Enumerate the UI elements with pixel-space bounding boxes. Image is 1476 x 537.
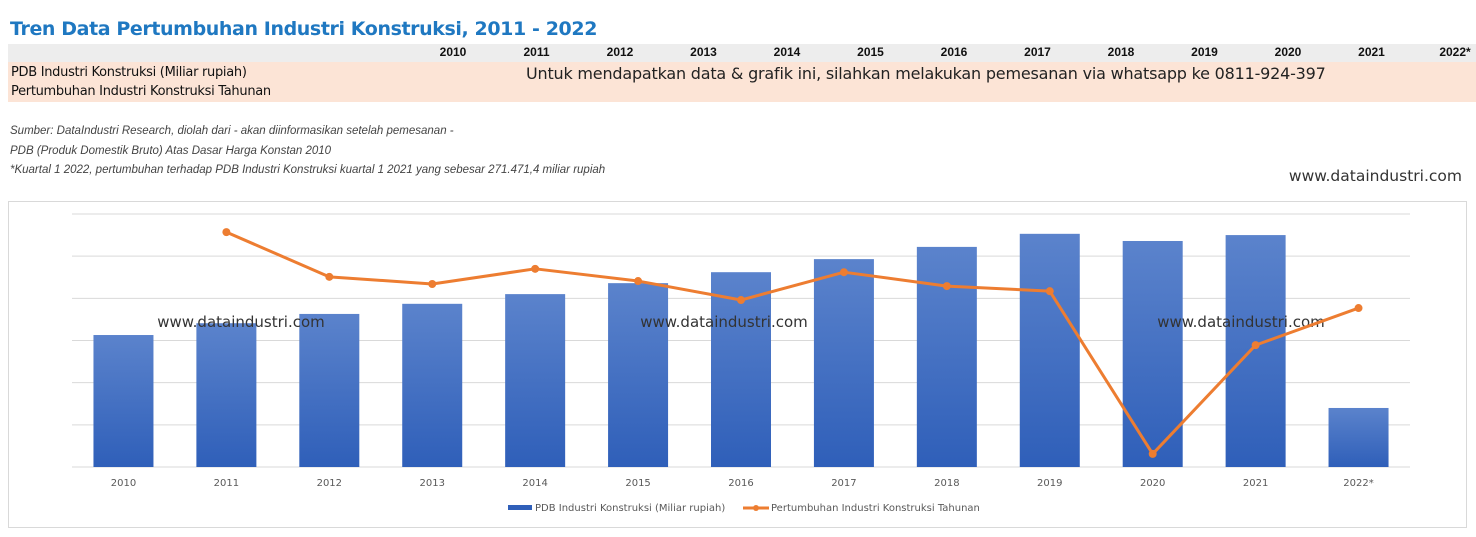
row-label-growth: Pertumbuhan Industri Konstruksi Tahunan — [11, 84, 271, 99]
order-message: Untuk mendapatkan data & grafik ini, sil… — [526, 64, 1326, 83]
line-point-growth — [428, 279, 437, 288]
x-tick-label: 2022* — [1343, 478, 1373, 489]
table-header-year: 2012 — [606, 45, 634, 59]
line-point-growth — [1148, 449, 1157, 458]
bar-pdb — [813, 259, 874, 467]
legend-marker — [753, 505, 759, 511]
table-header-year: 2018 — [1107, 45, 1135, 59]
table-header-year: 2011 — [523, 45, 550, 59]
x-tick-label: 2020 — [1140, 478, 1165, 489]
note-pdb: PDB (Produk Domestik Bruto) Atas Dasar H… — [10, 144, 332, 157]
bar-pdb — [93, 335, 154, 467]
x-tick-label: 2016 — [728, 478, 753, 489]
bar-pdb — [196, 323, 257, 467]
bar-pdb — [608, 283, 669, 467]
bar-pdb — [1122, 240, 1183, 467]
line-point-growth — [1045, 287, 1054, 296]
bar-pdb — [299, 313, 360, 467]
legend-label-pdb: PDB Industri Konstruksi (Miliar rupiah) — [535, 503, 725, 514]
table-header-year: 2022* — [1439, 45, 1471, 59]
table-header-year: 2017 — [1024, 45, 1051, 59]
x-tick-label: 2021 — [1243, 478, 1268, 489]
x-tick-label: 2017 — [831, 478, 856, 489]
legend-label-growth: Pertumbuhan Industri Konstruksi Tahunan — [771, 503, 980, 514]
watermark: www.dataindustri.com — [640, 313, 808, 331]
watermark: www.dataindustri.com — [1157, 313, 1325, 331]
site-link[interactable]: www.dataindustri.com — [1288, 167, 1462, 185]
x-tick-label: 2012 — [317, 478, 342, 489]
note-quarter: *Kuartal 1 2022, pertumbuhan terhadap PD… — [10, 164, 606, 176]
line-point-growth — [531, 264, 540, 273]
bar-pdb — [402, 303, 463, 467]
x-tick-label: 2011 — [214, 478, 239, 489]
x-tick-label: 2015 — [625, 478, 650, 489]
x-tick-label: 2014 — [522, 478, 547, 489]
line-growth — [225, 230, 1360, 456]
table-header-year: 2021 — [1358, 45, 1385, 59]
bar-pdb — [711, 272, 771, 467]
line-point-growth — [1251, 341, 1260, 350]
table-data-rows: PDB Industri Konstruksi (Miliar rupiah) … — [8, 62, 1476, 102]
source-notes: Sumber: DataIndustri Research, diolah da… — [10, 122, 605, 181]
line-point-growth — [634, 277, 643, 286]
bar-pdb — [505, 294, 566, 467]
page-title: Tren Data Pertumbuhan Industri Konstruks… — [10, 18, 598, 40]
table-header-year: 2014 — [773, 45, 801, 59]
bar-pdb — [1225, 235, 1286, 467]
bar-pdb — [916, 246, 977, 467]
line-point-growth — [942, 282, 951, 291]
bar-pdb — [1019, 233, 1080, 467]
x-tick-label: 2013 — [420, 478, 445, 489]
line-point-growth — [737, 296, 745, 305]
row-label-pdb: PDB Industri Konstruksi (Miliar rupiah) — [11, 65, 247, 80]
table-header-year: 2020 — [1274, 45, 1302, 59]
table-header-year: 2010 — [439, 45, 467, 59]
line-point-growth — [1354, 304, 1363, 313]
bar-pdb — [1328, 407, 1389, 467]
x-tick-label: 2018 — [934, 478, 959, 489]
table-header-year: 2013 — [690, 45, 717, 59]
table-header-year: 2019 — [1191, 45, 1218, 59]
note-source: Sumber: DataIndustri Research, diolah da… — [10, 125, 454, 137]
x-tick-label: 2019 — [1037, 478, 1062, 489]
x-tick-label: 2010 — [111, 478, 136, 489]
line-point-growth — [222, 228, 231, 237]
watermark: www.dataindustri.com — [157, 313, 325, 331]
line-point-growth — [325, 272, 334, 281]
line-point-growth — [839, 268, 848, 277]
legend-bar-swatch — [508, 505, 532, 510]
table-header-row: 2010 2011 2012 2013 2014 2015 2016 2017 2018 2019… — [8, 44, 1476, 62]
table-header-year: 2016 — [940, 45, 968, 59]
table-header-year: 2015 — [857, 45, 884, 59]
